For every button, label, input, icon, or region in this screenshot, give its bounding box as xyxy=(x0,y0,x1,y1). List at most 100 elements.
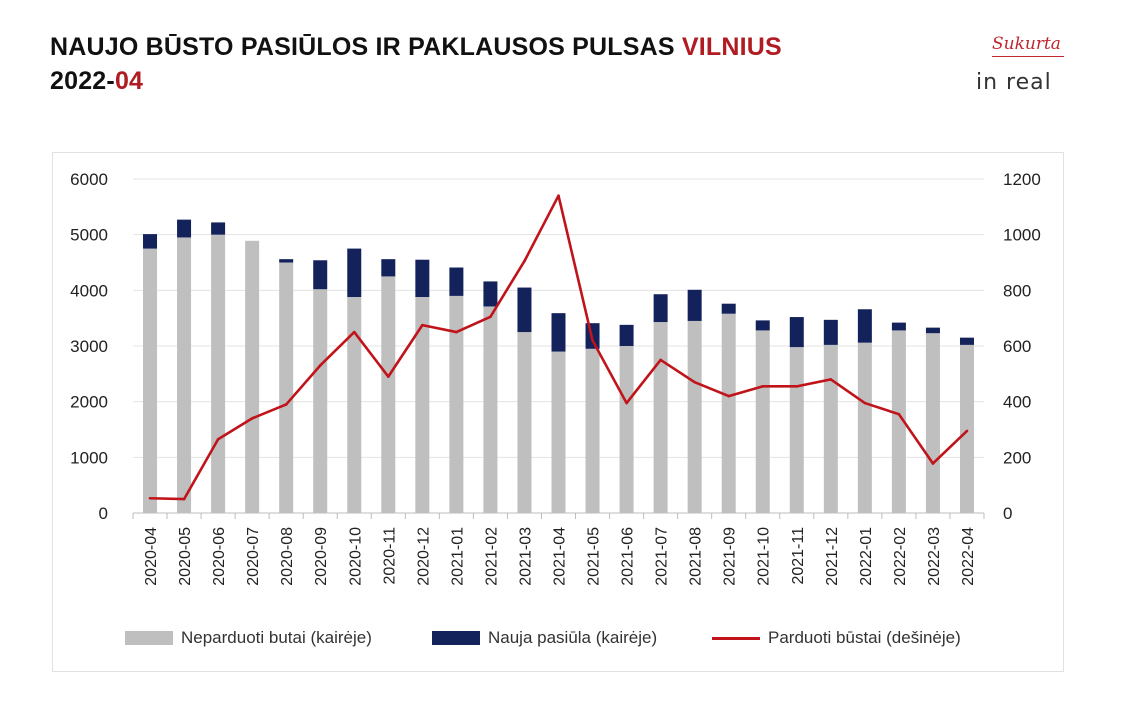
bar-new-supply xyxy=(279,259,294,263)
y-left-tick-label: 0 xyxy=(99,504,108,523)
page-title: NAUJO BŪSTO PASIŪLOS IR PAKLAUSOS PULSAS… xyxy=(50,30,782,98)
line-point-sold xyxy=(659,358,662,362)
legend-item-unsold: Neparduoti butai (kairėje) xyxy=(125,628,372,648)
x-tick-label: 2021-07 xyxy=(654,527,671,586)
x-tick-label: 2020-07 xyxy=(245,527,262,586)
bar-unsold xyxy=(619,346,634,513)
x-tick-label: 2021-01 xyxy=(449,527,466,586)
bar-unsold xyxy=(211,234,226,513)
y-left-tick-label: 4000 xyxy=(70,281,108,300)
x-tick-label: 2022-03 xyxy=(926,527,943,586)
y-right-tick-label: 0 xyxy=(1003,504,1012,523)
bar-unsold xyxy=(483,306,498,513)
line-point-sold xyxy=(795,385,799,388)
x-tick-label: 2021-04 xyxy=(552,527,569,586)
line-point-sold xyxy=(727,394,730,398)
bar-new-supply xyxy=(347,248,362,298)
line-point-sold xyxy=(148,496,152,500)
bar-unsold xyxy=(177,237,192,513)
bar-new-supply xyxy=(687,289,702,321)
bar-new-supply xyxy=(857,309,872,343)
bar-unsold xyxy=(143,248,158,514)
title-period-year: 2022- xyxy=(50,67,115,95)
bar-unsold xyxy=(449,295,464,513)
x-tick-label: 2021-12 xyxy=(824,527,841,586)
line-point-sold xyxy=(829,378,833,381)
y-right-tick-label: 200 xyxy=(1003,448,1031,467)
bar-new-supply xyxy=(381,259,396,277)
bar-unsold xyxy=(687,320,702,513)
line-point-sold xyxy=(182,497,186,501)
x-tick-label: 2021-09 xyxy=(722,527,739,586)
line-point-sold xyxy=(489,315,492,319)
bar-new-supply xyxy=(177,219,192,238)
bar-new-supply xyxy=(823,319,838,345)
bar-new-supply xyxy=(619,324,634,346)
bar-unsold xyxy=(279,262,294,513)
bar-unsold xyxy=(823,344,838,513)
line-point-sold xyxy=(216,437,220,441)
line-point-sold xyxy=(387,375,390,378)
bar-new-supply xyxy=(211,222,226,235)
bar-unsold xyxy=(347,297,362,513)
y-right-tick-label: 1000 xyxy=(1003,226,1041,245)
x-tick-label: 2021-05 xyxy=(586,527,603,586)
y-left-tick-label: 3000 xyxy=(70,337,108,356)
x-tick-label: 2020-09 xyxy=(313,527,330,586)
line-point-sold xyxy=(455,330,458,334)
y-left-tick-label: 2000 xyxy=(70,393,108,412)
line-point-sold xyxy=(693,380,696,384)
line-point-sold xyxy=(318,364,322,367)
line-point-sold xyxy=(897,412,901,416)
legend-label-new-supply: Nauja pasiūla (kairėje) xyxy=(488,628,658,647)
line-point-sold xyxy=(250,417,254,420)
bar-new-supply xyxy=(925,327,940,334)
y-left-tick-label: 1000 xyxy=(70,448,108,467)
x-tick-label: 2022-04 xyxy=(960,527,977,586)
bar-unsold xyxy=(585,348,600,513)
bar-unsold xyxy=(857,342,872,513)
x-tick-label: 2020-10 xyxy=(347,527,364,586)
bar-unsold xyxy=(653,322,668,513)
title-line-2: 2022-04 xyxy=(50,64,782,98)
x-tick-label: 2020-06 xyxy=(211,527,228,586)
bar-new-supply xyxy=(891,322,906,331)
x-tick-label: 2021-11 xyxy=(790,527,807,585)
bar-new-supply xyxy=(653,294,668,323)
chart-frame xyxy=(52,152,1064,672)
y-right-tick-label: 600 xyxy=(1003,337,1031,356)
x-tick-label: 2020-11 xyxy=(381,527,398,585)
legend-item-new-supply: Nauja pasiūla (kairėje) xyxy=(432,628,657,648)
legend-swatch-sold xyxy=(712,636,760,640)
line-point-sold xyxy=(863,401,867,405)
bar-new-supply xyxy=(415,259,430,298)
line-point-sold xyxy=(523,259,526,263)
bar-unsold xyxy=(551,351,566,513)
logo-script-text: Sukurta xyxy=(992,34,1061,54)
y-right-tick-label: 1200 xyxy=(1003,170,1041,189)
bar-new-supply xyxy=(313,260,328,290)
bar-new-supply xyxy=(755,320,770,331)
bar-unsold xyxy=(313,289,328,513)
bar-new-supply xyxy=(789,317,804,348)
bar-new-supply xyxy=(959,337,974,345)
x-tick-label: 2020-05 xyxy=(177,527,194,586)
line-point-sold xyxy=(625,401,628,405)
y-left-tick-label: 5000 xyxy=(70,226,108,245)
bar-unsold xyxy=(755,330,770,513)
bar-unsold xyxy=(959,344,974,513)
logo-underline xyxy=(992,56,1064,57)
bar-unsold xyxy=(891,330,906,513)
x-tick-label: 2021-10 xyxy=(756,527,773,586)
bar-new-supply xyxy=(483,281,498,307)
bar-unsold xyxy=(381,276,396,513)
y-right-tick-label: 400 xyxy=(1003,393,1031,412)
bar-unsold xyxy=(245,240,260,514)
bar-new-supply xyxy=(517,287,532,333)
x-tick-label: 2021-02 xyxy=(483,527,500,586)
bar-new-supply xyxy=(551,313,566,352)
y-left-tick-label: 6000 xyxy=(70,170,108,189)
bar-new-supply xyxy=(721,303,736,314)
inreal-logo: Sukurta in real xyxy=(970,34,1070,100)
